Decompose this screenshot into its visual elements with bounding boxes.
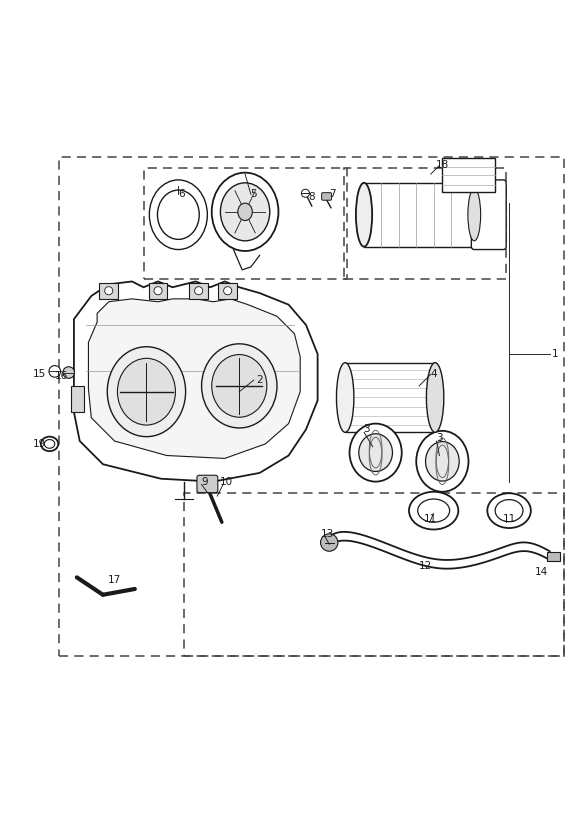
Text: 5: 5 [251,190,257,199]
Bar [143,168,347,279]
Text: 9: 9 [201,476,208,487]
Ellipse shape [468,189,480,241]
Text: 14: 14 [535,567,547,577]
Text: 4: 4 [430,369,437,379]
Circle shape [195,287,203,295]
Ellipse shape [220,183,270,241]
Circle shape [301,190,310,197]
Polygon shape [89,299,300,458]
Bar [345,363,435,433]
Bar [149,283,167,299]
Ellipse shape [212,354,267,417]
Ellipse shape [157,190,199,240]
Bar [547,552,560,560]
Bar [59,157,564,656]
Text: 13: 13 [321,529,334,539]
Text: 11: 11 [424,514,437,524]
Ellipse shape [350,424,402,481]
Ellipse shape [359,433,392,471]
FancyBboxPatch shape [197,475,218,493]
Text: 18: 18 [436,161,449,171]
Bar [219,283,237,299]
Text: 7: 7 [329,190,335,199]
Ellipse shape [416,431,469,492]
Text: 19: 19 [33,439,45,449]
Text: 15: 15 [33,369,45,379]
Ellipse shape [238,204,252,221]
Bar [71,386,84,412]
Bar [100,283,118,299]
Polygon shape [74,282,318,481]
Bar [189,283,208,299]
Ellipse shape [202,344,277,428]
Ellipse shape [336,363,354,433]
Ellipse shape [117,358,175,425]
Ellipse shape [212,173,279,251]
Text: 3: 3 [436,433,442,443]
Ellipse shape [409,492,458,530]
Circle shape [105,287,113,295]
Text: 10: 10 [220,476,233,487]
Text: 12: 12 [419,561,431,571]
Text: 6: 6 [178,190,185,199]
Ellipse shape [107,347,185,437]
Ellipse shape [495,499,523,522]
Text: 16: 16 [55,371,68,381]
Text: 2: 2 [257,375,263,385]
Circle shape [49,366,61,377]
Circle shape [224,287,231,295]
Circle shape [154,287,162,295]
Circle shape [321,534,338,551]
Text: 8: 8 [308,192,315,203]
Ellipse shape [426,363,444,433]
Text: 11: 11 [503,514,516,524]
Ellipse shape [417,499,449,522]
Circle shape [63,367,75,378]
Ellipse shape [41,437,58,452]
Bar [344,168,506,279]
Bar [184,494,564,656]
Ellipse shape [426,442,459,481]
Text: 17: 17 [108,575,121,585]
Ellipse shape [487,494,531,528]
Ellipse shape [356,183,372,246]
Bar [442,158,494,191]
Text: 1: 1 [552,349,559,359]
Ellipse shape [44,439,55,448]
Ellipse shape [149,180,208,250]
Text: 3: 3 [364,424,370,434]
FancyBboxPatch shape [322,193,332,200]
Bar [364,183,474,246]
FancyBboxPatch shape [472,180,506,250]
